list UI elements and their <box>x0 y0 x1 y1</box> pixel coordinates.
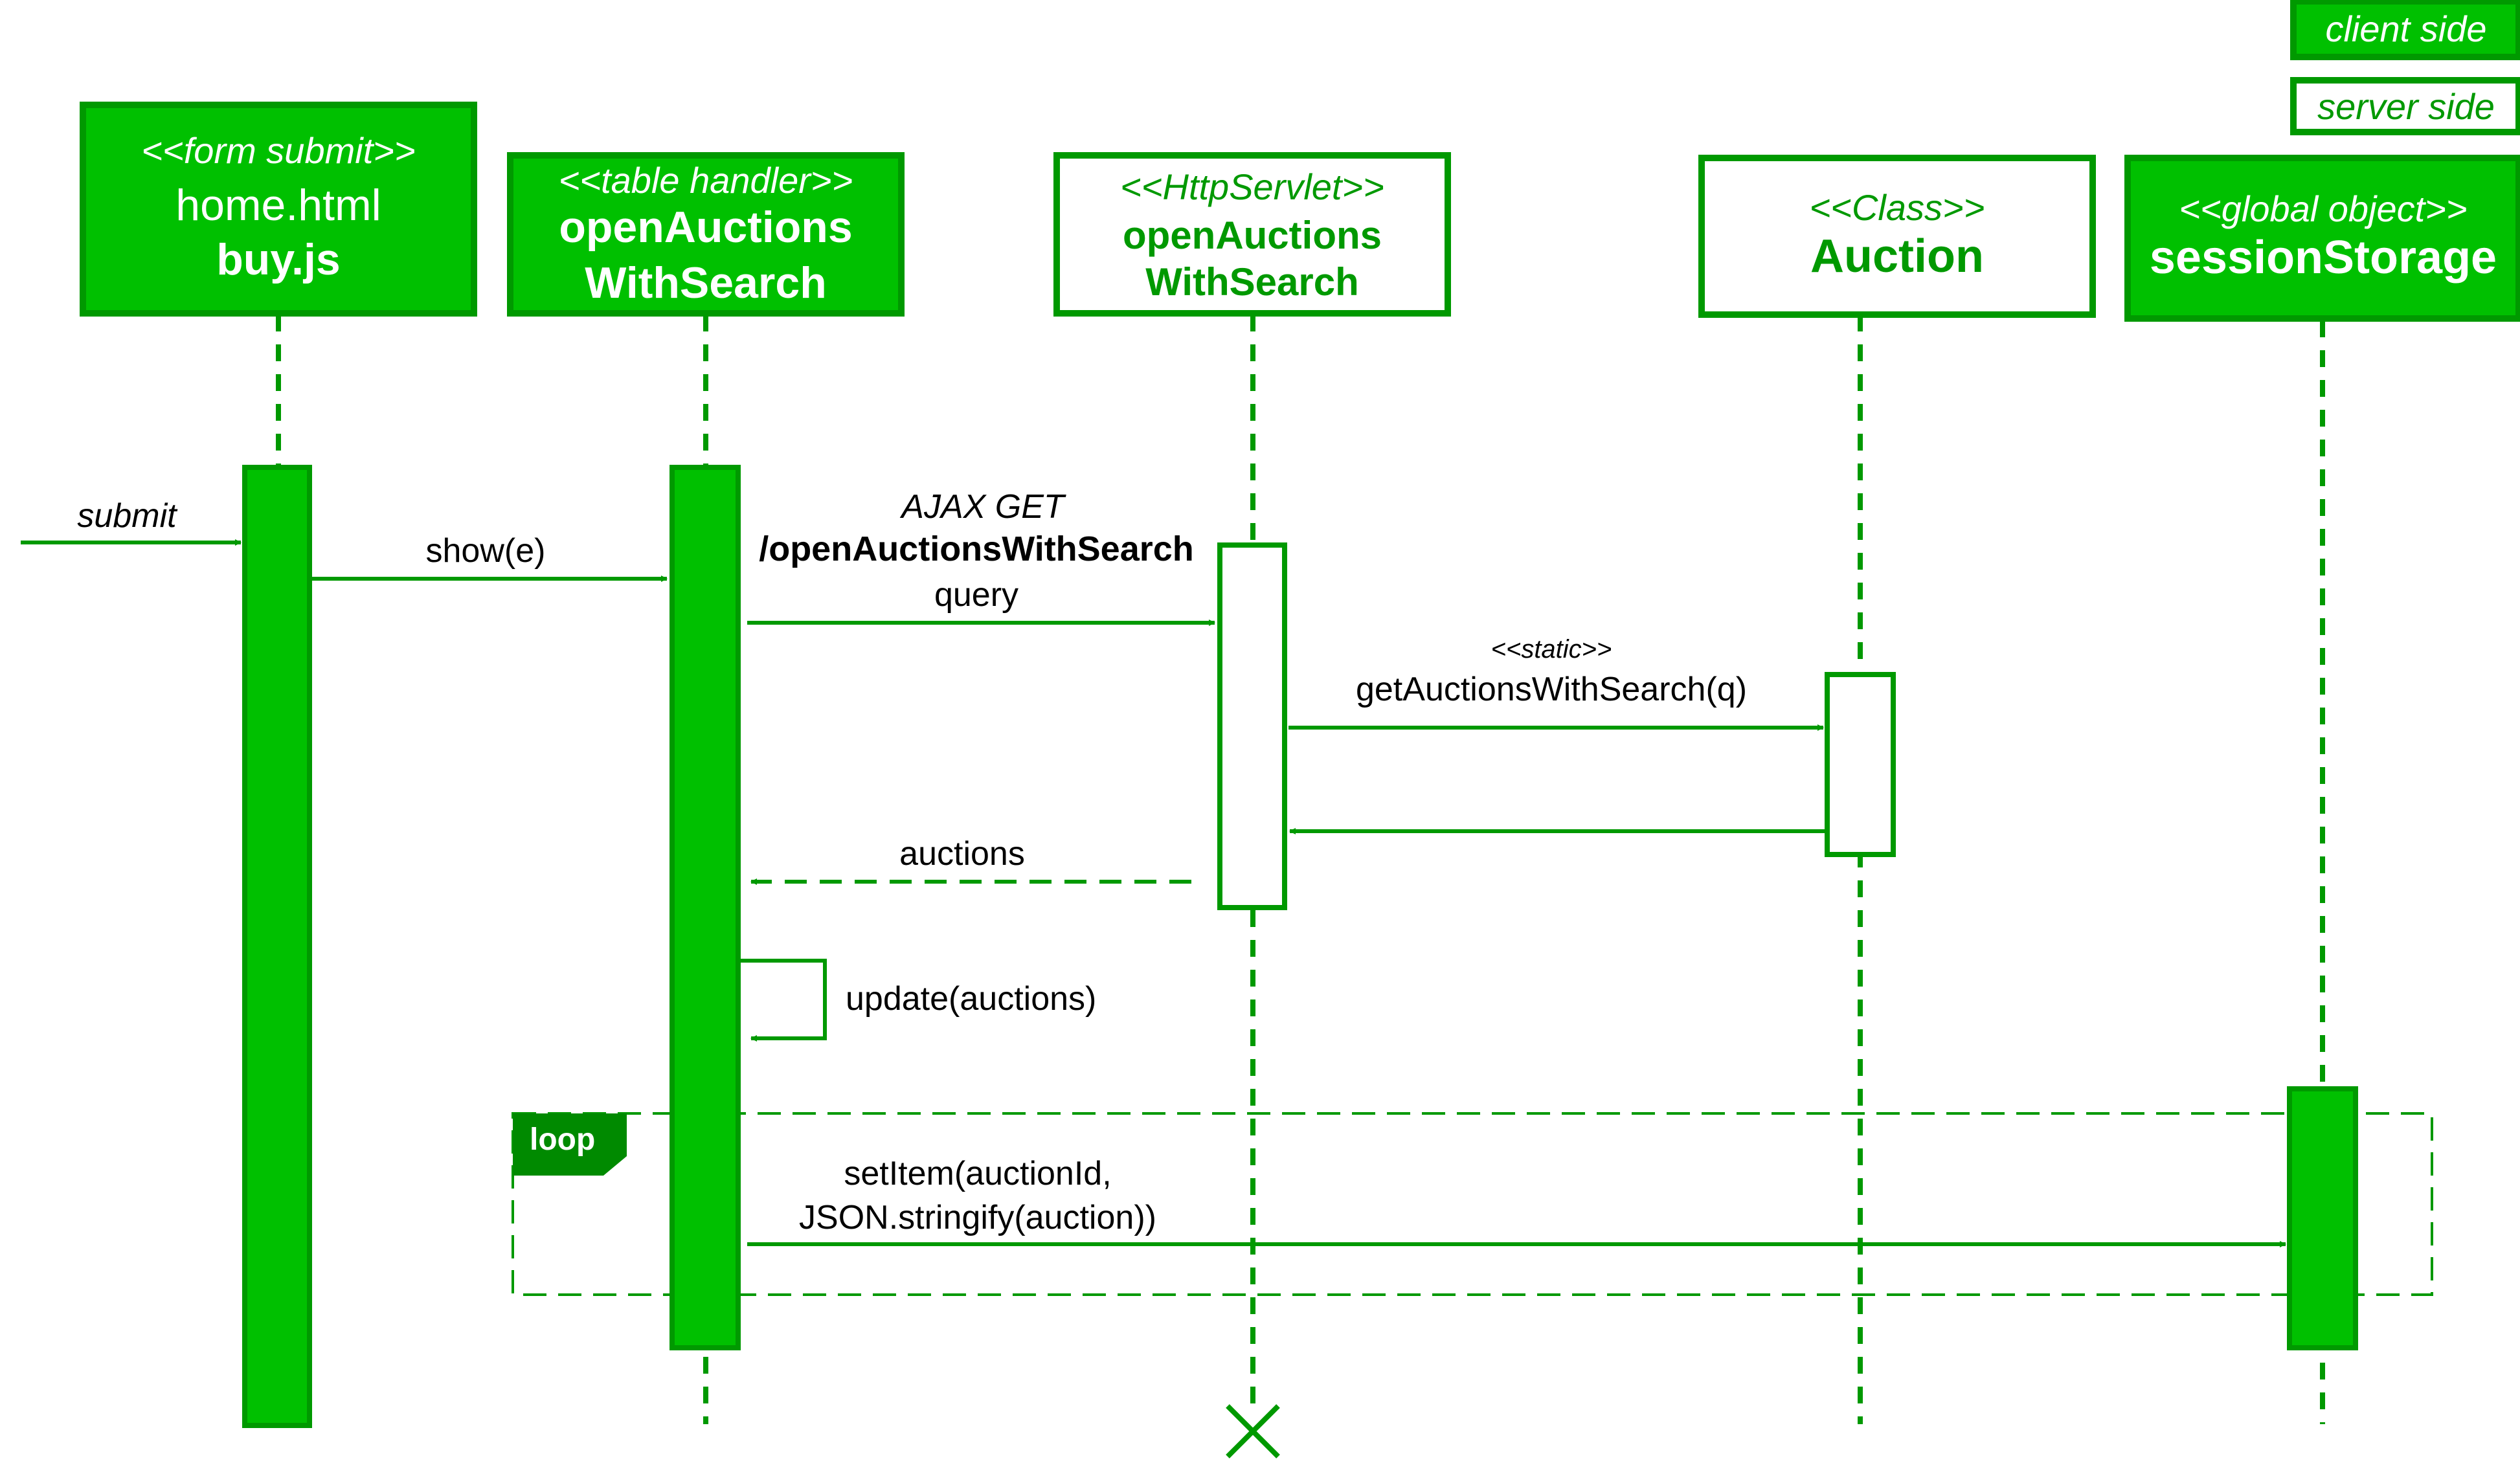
participant-table-handler-name2: WithSearch <box>585 258 826 307</box>
activation-table-handler <box>669 465 741 1350</box>
activation-sessionstorage <box>2287 1086 2358 1350</box>
legend-client-box <box>2290 0 2520 60</box>
legend: client side server side <box>2290 0 2520 135</box>
participant-auction: <<Class>> Auction <box>1698 155 2096 318</box>
msg-ajax-line1: AJAX GET <box>899 488 1066 526</box>
msg-ajax-line3: query <box>934 576 1018 614</box>
msg-update-arrow <box>739 959 827 1042</box>
destruction-mark <box>1226 1404 1280 1458</box>
msg-setitem-line2: JSON.stringify(auction)) <box>799 1199 1156 1236</box>
participant-servlet: <<HttpServlet>> openAuctions WithSearch <box>1053 152 1451 317</box>
lifelines <box>276 315 2325 1424</box>
participant-servlet-stereotype: <<HttpServlet>> <box>1120 166 1384 207</box>
participant-homehtml-name: home.html <box>175 181 381 230</box>
participant-table-handler-name1: openAuctions <box>559 203 852 252</box>
loop-tag <box>513 1113 627 1176</box>
participant-sessionstorage-stereotype: <<global object>> <box>2179 188 2467 229</box>
legend-server-box <box>2290 77 2520 135</box>
loop-fragment: loop <box>512 1112 2433 1296</box>
msg-auctions-return-label: auctions <box>899 835 1025 873</box>
participant-auction-name: Auction <box>1810 230 1984 282</box>
legend-client-label: client side <box>2325 8 2486 49</box>
participant-table-handler-stereotype: <<table handler>> <box>559 160 853 201</box>
participant-homehtml-stereotype: <<form submit>> <box>141 130 415 171</box>
participant-sessionstorage: <<global object>> sessionStorage <box>2124 155 2520 322</box>
msg-show-label: show(e) <box>426 532 546 570</box>
loop-frame <box>512 1112 2433 1296</box>
activation-auction <box>1825 672 1896 857</box>
loop-label: loop <box>530 1122 595 1157</box>
msg-static-stereotype: <<static>> <box>1491 635 1612 664</box>
participant-servlet-name2: WithSearch <box>1145 260 1359 304</box>
activation-homehtml <box>242 465 312 1428</box>
msg-submit-label: submit <box>77 497 178 535</box>
participant-homehtml-script: buy.js <box>216 235 340 284</box>
activations <box>242 465 2358 1428</box>
activation-servlet <box>1217 542 1287 910</box>
msg-ajax-line2: /openAuctionsWithSearch <box>759 530 1194 568</box>
msg-update-label: update(auctions) <box>846 980 1096 1018</box>
participant-homehtml: <<form submit>> home.html buy.js <box>80 102 477 317</box>
participant-sessionstorage-name: sessionStorage <box>2150 232 2497 284</box>
participant-table-handler: <<table handler>> openAuctions WithSearc… <box>507 152 905 317</box>
legend-server-label: server side <box>2317 86 2495 127</box>
participant-auction-stereotype: <<Class>> <box>1810 187 1985 228</box>
messages: submit show(e) AJAX GET /openAuctionsWit… <box>21 488 2286 1247</box>
msg-setitem-line1: setItem(auctionId, <box>844 1155 1111 1192</box>
msg-get-auctions-label: getAuctionsWithSearch(q) <box>1356 671 1747 708</box>
participant-servlet-name1: openAuctions <box>1123 214 1382 257</box>
